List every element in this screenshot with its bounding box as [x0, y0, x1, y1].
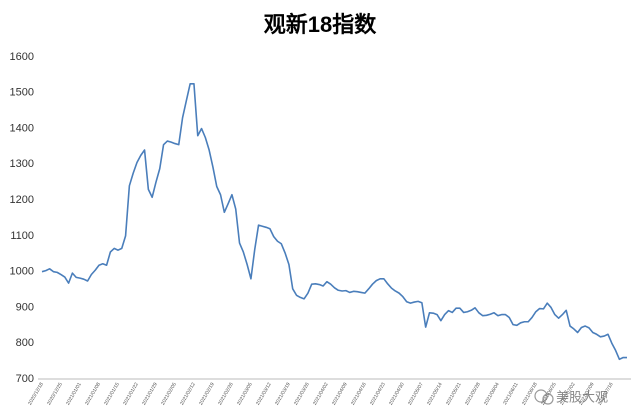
- y-tick-label: 1000: [10, 266, 34, 278]
- line: [41, 83, 627, 361]
- x-tick-label: 2021/04/09: [331, 381, 349, 406]
- x-tick-label: 2021/04/23: [369, 381, 387, 406]
- x-tick-label: 2021/01/15: [103, 381, 121, 406]
- y-tick-label: 800: [16, 337, 34, 349]
- x-tick-label: 2021/01/22: [122, 381, 140, 406]
- y-tick-label: 1100: [10, 230, 34, 242]
- x-tick-label: 2021/05/14: [426, 381, 444, 406]
- x-tick-label: 2021/02/05: [160, 381, 178, 406]
- y-tick-label: 1200: [10, 194, 34, 206]
- x-tick-label: 2021/03/26: [293, 381, 311, 406]
- watermark: 美股大观: [556, 389, 608, 404]
- x-tick-label: 2021/03/19: [274, 381, 292, 406]
- chart-title: 观新18指数: [264, 12, 377, 37]
- x-tick-label: 2021/05/21: [445, 381, 463, 406]
- x-tick-label: 2020/12/18: [27, 381, 45, 406]
- y-tick-label: 1500: [10, 87, 34, 99]
- x-tick-label: 2021/02/19: [198, 381, 216, 406]
- x-tick-label: 2021/01/29: [141, 381, 159, 406]
- x-tick-label: 2021/03/05: [236, 381, 254, 406]
- x-tick-label: 2021/01/08: [84, 381, 102, 406]
- x-tick-label: 2021/06/18: [521, 381, 539, 406]
- watermark-icon: [534, 389, 554, 405]
- x-tick-label: 2021/06/11: [502, 381, 520, 406]
- x-tick-label: 2021/05/07: [407, 381, 425, 406]
- x-tick-label: 2021/02/26: [217, 381, 235, 406]
- x-tick-label: 2021/06/04: [483, 381, 501, 406]
- x-tick-label: 2021/04/30: [388, 381, 406, 406]
- y-tick-label: 900: [16, 301, 34, 313]
- y-tick-label: 1600: [10, 51, 34, 63]
- y-tick-label: 700: [16, 373, 34, 385]
- x-tick-label: 2021/04/16: [350, 381, 368, 406]
- x-tick-label: 2021/04/02: [312, 381, 330, 406]
- x-tick-label: 2021/05/28: [464, 381, 482, 406]
- x-tick-label: 2021/02/12: [179, 381, 197, 406]
- x-tick-label: 2021/03/12: [255, 381, 273, 406]
- x-tick-label: 2021/01/01: [65, 381, 83, 406]
- y-tick-label: 1400: [10, 122, 34, 134]
- x-tick-label: 2020/12/25: [46, 381, 64, 406]
- y-tick-label: 1300: [10, 158, 34, 170]
